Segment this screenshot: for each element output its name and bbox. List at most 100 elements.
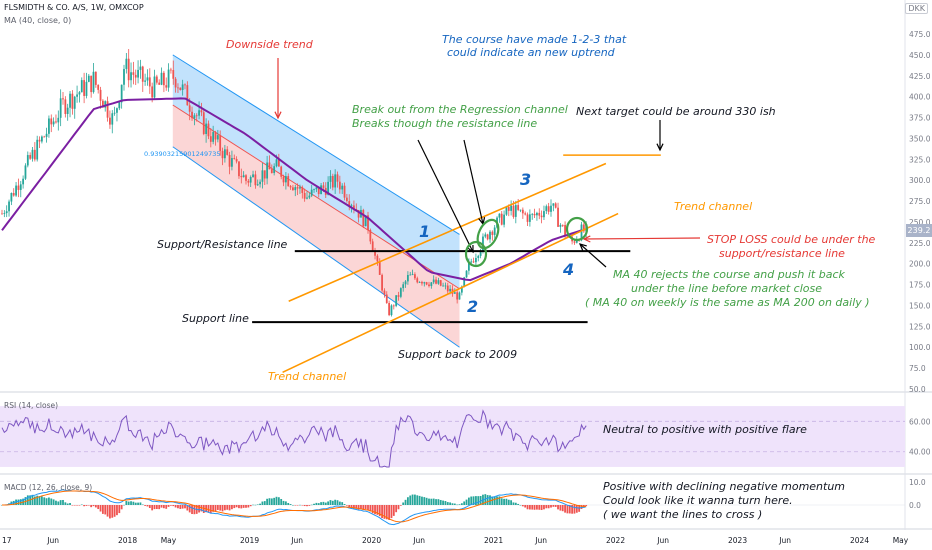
candle-body (329, 175, 332, 182)
last-price-tag: 239.2 (906, 224, 932, 237)
macd-histogram-bar (514, 502, 517, 505)
candle-body (463, 277, 466, 287)
price-tick-label: 325.0 (909, 155, 931, 164)
candle-body (395, 295, 398, 306)
macd-histogram-bar (263, 501, 266, 505)
macd-histogram-bar (465, 499, 468, 505)
macd-histogram-bar (137, 502, 139, 505)
macd-histogram-bar (545, 505, 548, 509)
macd-histogram-bar (191, 505, 193, 515)
price-tick-label: 300.0 (909, 176, 931, 185)
candle-body (170, 69, 172, 71)
time-tick-label: 2020 (362, 536, 381, 545)
candle-body (254, 174, 257, 186)
candle-body (517, 205, 520, 210)
price-tick-label: 400.0 (909, 93, 931, 102)
time-tick-label: 2018 (118, 536, 137, 545)
candle-body (202, 112, 205, 134)
candle-body (73, 96, 76, 109)
candle-body (421, 281, 423, 284)
candle-body (188, 105, 191, 112)
macd-histogram-bar (526, 505, 529, 510)
macd-histogram-bar (132, 501, 135, 505)
macd-histogram-bar (442, 500, 444, 505)
candle-body (554, 203, 557, 208)
macd-histogram-bar (439, 499, 442, 505)
downside-trend-arrow-head (274, 111, 282, 120)
pivot-3-label: 3 (520, 170, 532, 189)
macd-histogram-bar (289, 504, 292, 505)
macd-histogram-bar (78, 505, 81, 506)
target-arrow-head (656, 143, 664, 152)
candle-body (334, 174, 337, 188)
candle-body (223, 149, 226, 159)
price-tick-label: 200.0 (909, 260, 931, 269)
candle-body (414, 274, 416, 279)
candle-body (510, 205, 513, 211)
candle-body (238, 161, 240, 177)
price-tick-label: 425.0 (909, 72, 931, 81)
candle-body (580, 224, 583, 241)
candle-body (376, 255, 379, 262)
candle-body (559, 224, 562, 227)
candle-body (167, 69, 170, 88)
candle-body (378, 261, 381, 275)
macd-signal-line (2, 490, 587, 523)
macd-histogram-bar (158, 505, 161, 510)
candle-body (259, 181, 261, 185)
candle-body (261, 170, 264, 182)
macd-histogram-bar (198, 505, 200, 513)
candle-body (69, 93, 71, 108)
candle-body (10, 193, 13, 202)
macd-histogram-bar (101, 505, 104, 514)
macd-histogram-bar (402, 502, 405, 505)
candle-body (207, 123, 210, 137)
ma40-line3: ( MA 40 on weekly is the same as MA 200 … (585, 296, 870, 309)
candle-body (353, 205, 355, 210)
candle-body (512, 205, 515, 217)
macd-histogram-bar (252, 504, 254, 506)
macd-histogram-bar (303, 505, 306, 507)
candle-body (331, 175, 334, 188)
macd-histogram-bar (306, 505, 308, 507)
candle-body (48, 118, 50, 134)
macd-histogram-bar (336, 500, 339, 505)
candle-body (367, 215, 369, 231)
macd-histogram-bar (395, 505, 398, 513)
macd-histogram-bar (233, 505, 236, 509)
macd-histogram-bar (188, 505, 191, 513)
candle-body (235, 158, 238, 162)
macd-histogram-bar (564, 505, 566, 513)
currency-badge[interactable]: DKK (905, 3, 928, 14)
candle-body (348, 201, 351, 206)
macd-histogram-bar (449, 502, 452, 505)
macd-histogram-bar (40, 496, 43, 505)
candle-body (158, 82, 161, 85)
candle-body (268, 162, 271, 170)
candle-body (205, 123, 208, 134)
candle-body (475, 257, 477, 263)
candle-body (409, 274, 412, 276)
macd-histogram-bar (531, 505, 534, 510)
candle-body (371, 241, 374, 252)
macd-histogram-bar (69, 503, 71, 505)
candle-body (521, 209, 524, 214)
candle-body (543, 211, 545, 218)
macd-histogram-bar (134, 502, 137, 505)
macd-histogram-bar (343, 504, 346, 505)
macd-histogram-bar (406, 497, 409, 505)
downside-trend-label: Downside trend (226, 38, 313, 51)
candle-body (33, 149, 36, 160)
candle-body (357, 210, 360, 218)
candle-body (87, 75, 90, 82)
macd-tick-label: 10.0 (909, 478, 926, 487)
candle-body (338, 181, 341, 190)
price-tick-label: 150.0 (909, 301, 931, 310)
candle-body (381, 274, 383, 291)
macd-histogram-bar (221, 505, 224, 512)
stop-loss-arrow-head (582, 235, 591, 243)
candle-body (85, 81, 88, 96)
macd-histogram-bar (507, 499, 510, 505)
rsi-legend: RSI (14, close) (4, 401, 59, 410)
candle-body (435, 279, 437, 284)
